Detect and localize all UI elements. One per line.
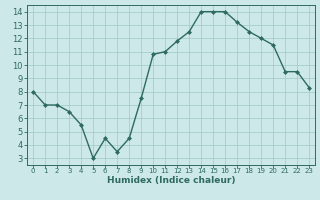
X-axis label: Humidex (Indice chaleur): Humidex (Indice chaleur)	[107, 176, 236, 185]
